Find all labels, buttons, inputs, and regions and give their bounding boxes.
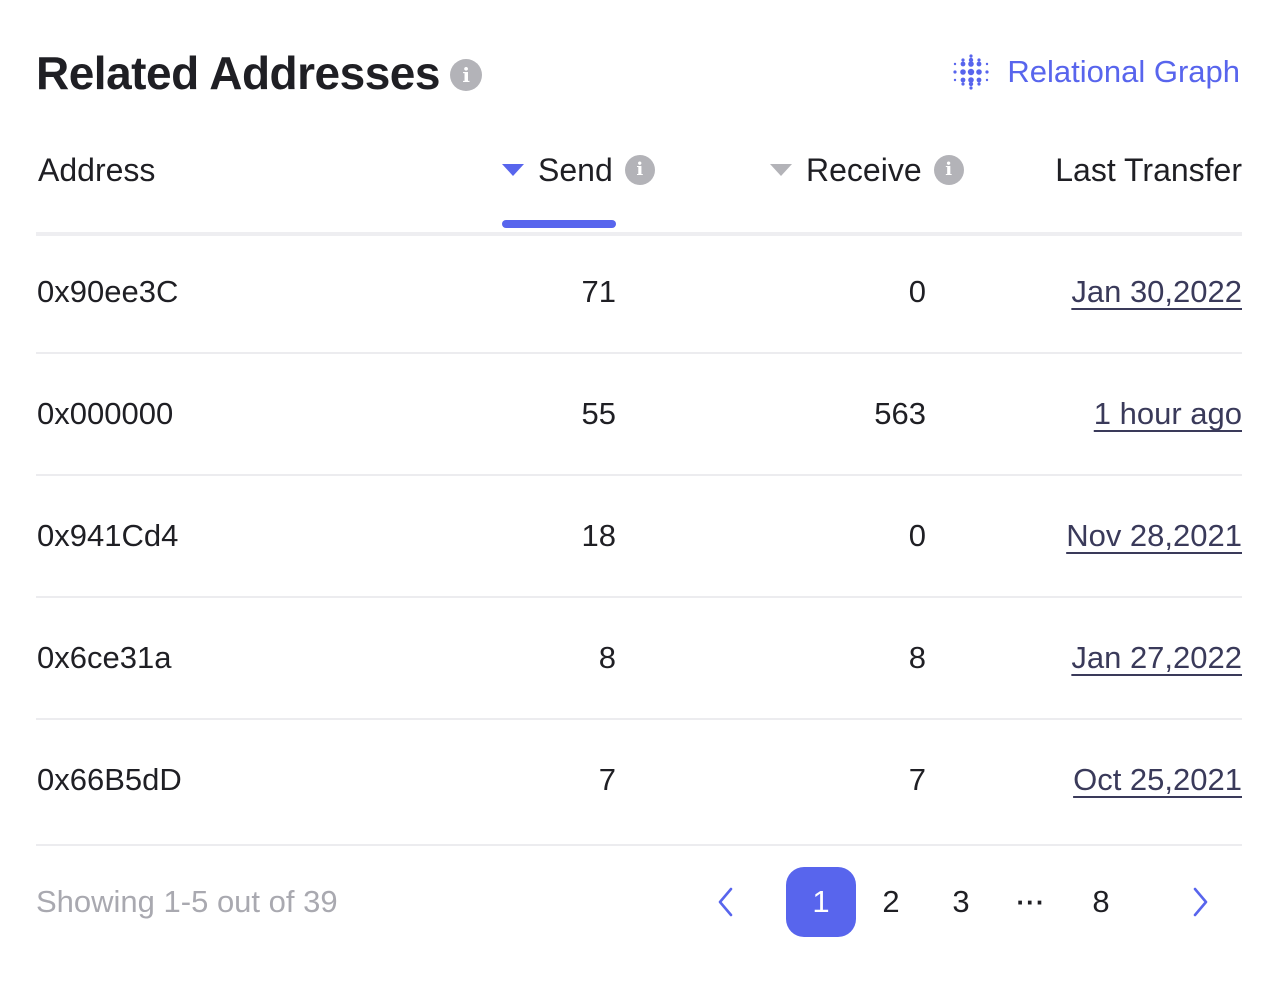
showing-count: Showing 1-5 out of 39 <box>36 884 338 919</box>
column-header-receive-label: Receive <box>806 151 922 188</box>
info-icon[interactable]: i <box>933 155 964 185</box>
last-transfer-link[interactable]: Jan 30,2022 <box>1071 274 1242 309</box>
last-transfer-link[interactable]: Jan 27,2022 <box>1071 640 1242 675</box>
column-header-address: Address <box>38 150 155 190</box>
send-count: 7 <box>598 762 616 797</box>
table-row: 0x000000 55 563 1 hour ago <box>36 354 1242 476</box>
caret-down-icon <box>502 164 524 176</box>
send-count: 71 <box>581 274 616 309</box>
table-row: 0x941Cd4 18 0 Nov 28,2021 <box>36 476 1242 598</box>
receive-count: 0 <box>908 518 926 553</box>
last-transfer-link[interactable]: Oct 25,2021 <box>1073 762 1242 797</box>
receive-count: 563 <box>874 396 926 431</box>
last-transfer-cell: Jan 27,2022 <box>1071 598 1242 718</box>
chevron-right-icon <box>1193 887 1208 917</box>
last-transfer-cell: Jan 30,2022 <box>1071 232 1242 352</box>
column-header-last-transfer-label: Last Transfer <box>1055 151 1242 188</box>
last-transfer-cell: Nov 28,2021 <box>1066 476 1242 596</box>
table-body: 0x90ee3C 71 0 Jan 30,2022 0x000000 55 56… <box>36 232 1242 846</box>
page-title-text: Related Addresses <box>36 47 440 99</box>
relational-graph-link[interactable]: Relational Graph <box>949 52 1240 92</box>
receive-count: 7 <box>908 762 926 797</box>
prev-page-button[interactable] <box>710 882 742 922</box>
column-header-last-transfer: Last Transfer <box>1055 150 1242 190</box>
page-button-3[interactable]: 3 <box>952 884 970 919</box>
page-button-1[interactable]: 1 <box>786 867 856 937</box>
info-icon[interactable]: i <box>449 59 482 91</box>
pagination: 1 2 3 ··· 8 <box>708 866 1216 938</box>
send-count: 55 <box>581 396 616 431</box>
last-transfer-cell: 1 hour ago <box>1094 354 1242 474</box>
column-header-send-label: Send <box>538 151 613 188</box>
send-count: 18 <box>581 518 616 553</box>
address-cell[interactable]: 0x66B5dD <box>37 762 182 797</box>
column-header-send[interactable]: Send i <box>502 150 655 190</box>
sort-indicator <box>502 220 616 228</box>
send-count: 8 <box>598 640 616 675</box>
last-transfer-link[interactable]: 1 hour ago <box>1093 396 1242 431</box>
page-ellipsis: ··· <box>1016 886 1046 917</box>
chevron-left-icon <box>718 887 733 917</box>
address-cell[interactable]: 0x90ee3C <box>37 274 179 309</box>
dot-grid-icon <box>953 54 989 90</box>
address-cell[interactable]: 0x941Cd4 <box>37 518 179 553</box>
address-cell[interactable]: 0x6ce31a <box>37 640 172 675</box>
receive-count: 0 <box>908 274 926 309</box>
table-footer: Showing 1-5 out of 39 1 2 3 ··· 8 <box>36 866 1242 940</box>
caret-down-icon <box>770 164 792 176</box>
last-transfer-link[interactable]: Nov 28,2021 <box>1066 518 1242 553</box>
last-transfer-cell: Oct 25,2021 <box>1073 720 1242 840</box>
info-icon[interactable]: i <box>624 155 655 185</box>
page-button-2[interactable]: 2 <box>882 884 900 919</box>
relational-graph-label: Relational Graph <box>1007 54 1240 89</box>
next-page-button[interactable] <box>1184 882 1216 922</box>
table-row: 0x90ee3C 71 0 Jan 30,2022 <box>36 232 1242 354</box>
table-row: 0x66B5dD 7 7 Oct 25,2021 <box>36 720 1242 846</box>
table-row: 0x6ce31a 8 8 Jan 27,2022 <box>36 598 1242 720</box>
receive-count: 8 <box>908 640 926 675</box>
address-cell[interactable]: 0x000000 <box>37 396 174 431</box>
page-button-8[interactable]: 8 <box>1092 884 1110 919</box>
column-header-address-label: Address <box>38 151 156 188</box>
table-header: Address Send i Receive i Last Transfer <box>36 140 1242 236</box>
column-header-receive[interactable]: Receive i <box>770 150 964 190</box>
page-title: Related Addresses i <box>36 46 482 100</box>
